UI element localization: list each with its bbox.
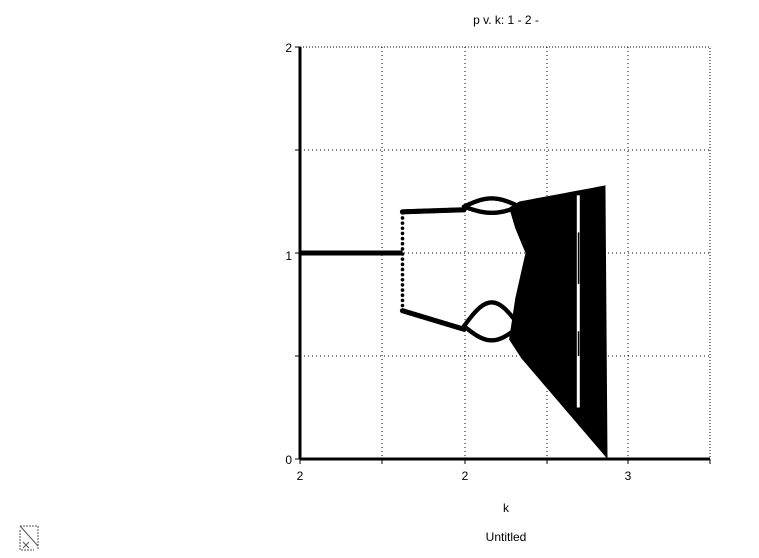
transient-point — [400, 267, 405, 272]
period3-window — [576, 195, 580, 408]
transient-point — [400, 231, 405, 236]
transient-point — [400, 252, 405, 256]
period3-window-orbit — [577, 232, 580, 284]
chart-caption: Untitled — [486, 530, 527, 544]
chaotic-band — [509, 185, 608, 459]
chart-title: p v. k: 1 - 2 - — [473, 13, 539, 27]
transient-point — [400, 236, 405, 241]
data-layer — [300, 185, 608, 459]
y-tick-label-2: 2 — [285, 41, 292, 55]
y-tick-label-1: 1 — [285, 249, 292, 263]
x-tick-label-1: 2 — [462, 469, 469, 483]
transient-point — [400, 262, 405, 267]
x-axis-label: k — [503, 501, 510, 515]
transient-point — [400, 247, 405, 251]
transient-point — [400, 277, 405, 282]
x-tick-label-2: 3 — [625, 469, 632, 483]
transient-point — [400, 216, 405, 220]
y-ticks — [295, 46, 300, 460]
transient-point — [400, 226, 405, 231]
x-tick-label-0: 2 — [297, 469, 304, 483]
transient-point — [400, 293, 405, 298]
transient-point — [400, 257, 405, 261]
resize-corner-icon[interactable] — [18, 524, 42, 552]
y-tick-label-0: 0 — [285, 453, 292, 467]
transient-point — [400, 241, 405, 246]
period3-window-orbit — [577, 331, 580, 356]
transient-point — [400, 283, 405, 287]
transient-point — [400, 272, 405, 277]
transient-point — [400, 303, 405, 308]
transient-point — [400, 288, 405, 292]
transient-point — [400, 298, 405, 303]
transient-point — [400, 221, 405, 225]
x-ticks — [299, 459, 711, 464]
